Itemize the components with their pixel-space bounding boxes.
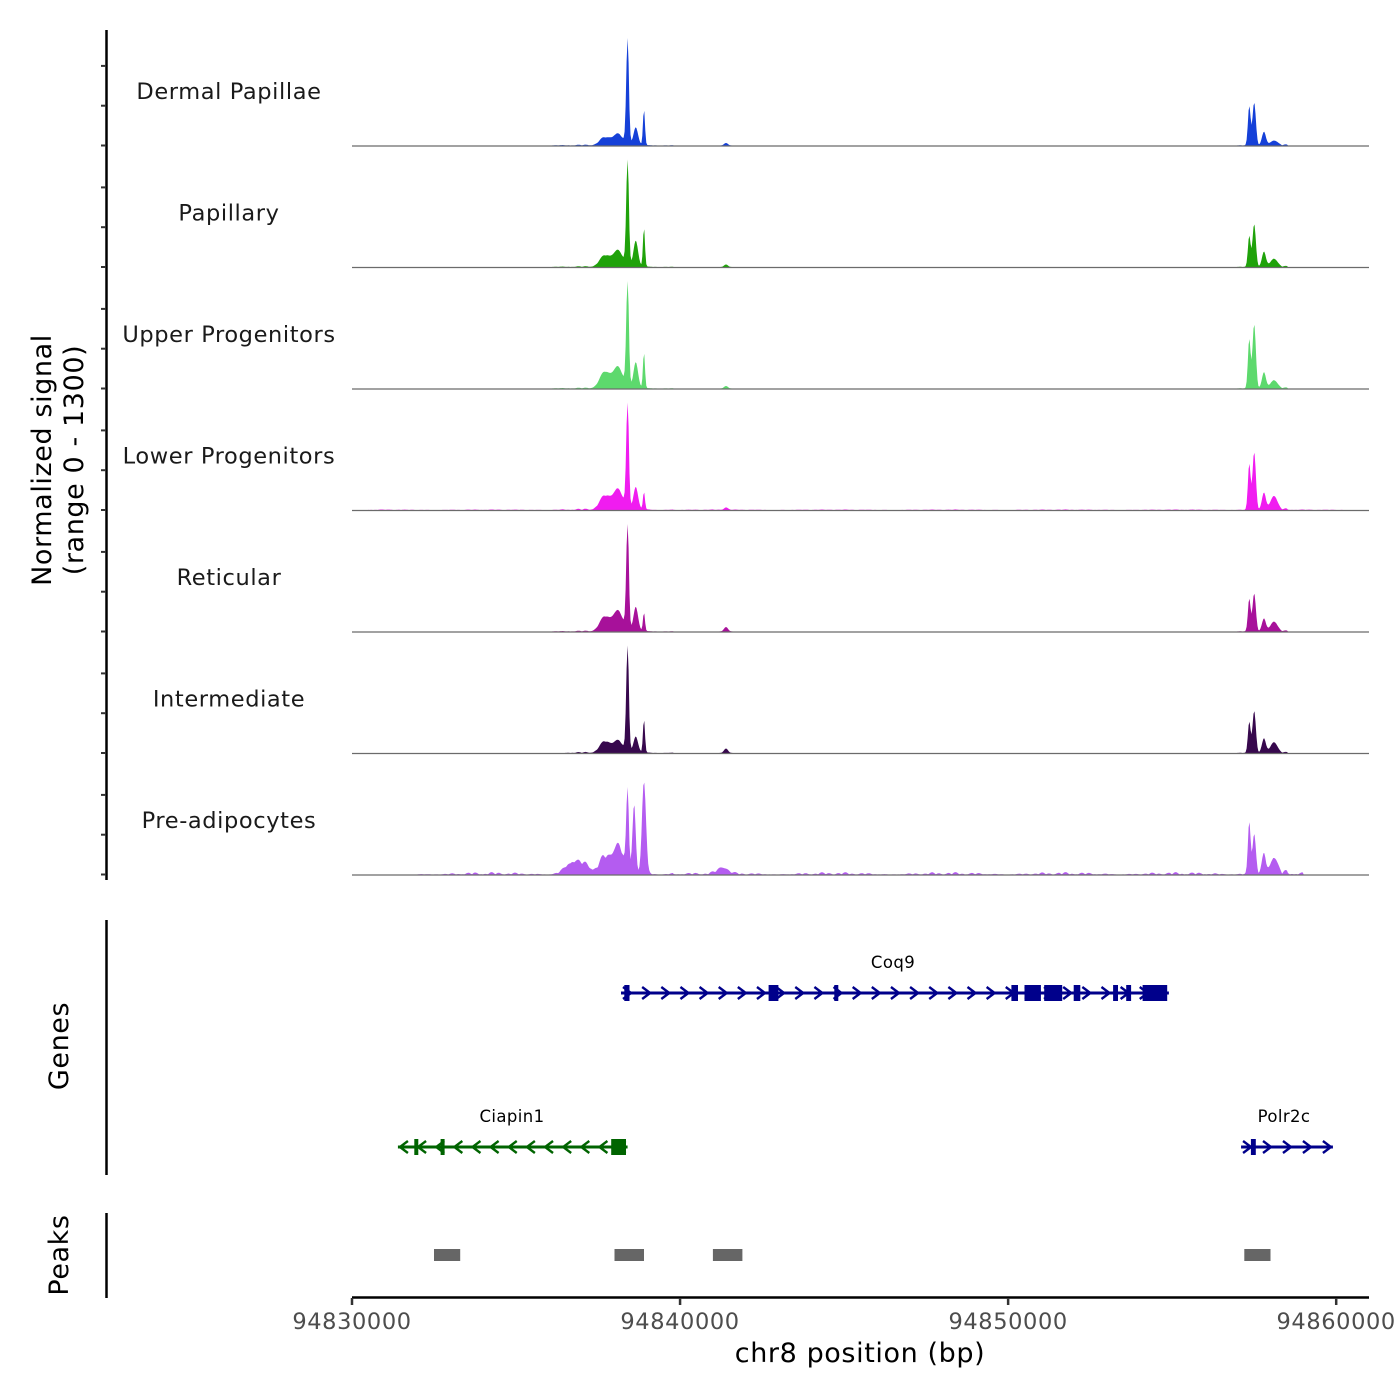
strand-arrow [698,986,710,1000]
exon [1073,985,1081,1001]
exon [834,985,839,1001]
y-axis-title-line1: Normalized signal [27,334,58,586]
coverage-track: Lower Progenitors [123,402,1369,512]
strand-arrow [641,986,653,1000]
x-tick-label: 94850000 [948,1309,1067,1335]
exon [611,1139,626,1155]
strand-arrow [966,986,978,1000]
strand-arrow [737,986,748,1000]
peaks-panel-title: Peaks [44,1214,75,1295]
coverage-area-reticular [352,524,1369,632]
coverage-tracks: Dermal Papillae Papillary Upper Progenitor… [122,38,1369,876]
coverage-area-lower-progenitors [352,402,1369,510]
strand-arrow [871,986,882,1000]
coverage-track: Intermediate [153,645,1369,755]
strand-arrow [1282,1140,1293,1154]
coverage-area-intermediate [352,645,1369,753]
coverage-area-dermal-papillae [352,38,1369,146]
gene-track: Coq9 Ciapin1 Polr2c [397,953,1333,1155]
exon [624,985,630,1001]
strand-arrow [524,1140,536,1154]
coverage-area-upper-progenitors [352,281,1369,389]
track-label: Intermediate [153,687,305,713]
exon [1011,985,1018,1001]
gene-coq9: Coq9 [621,953,1169,1001]
peak-region [712,1249,743,1261]
track-label: Reticular [177,565,282,591]
coverage-track: Upper Progenitors [122,281,1369,390]
track-label: Lower Progenitors [123,444,336,470]
peak-region [434,1249,461,1261]
y-axis-title-line2: (range 0 - 1300) [59,345,90,576]
strand-arrow [717,986,729,1000]
strand-arrow [597,1140,609,1154]
peak-region [1244,1249,1271,1261]
exon [1250,1139,1256,1155]
track-label: Dermal Papillae [136,79,321,105]
gene-label: Polr2c [1258,1107,1311,1126]
coverage-y-ticks [101,64,106,876]
strand-arrow [1081,986,1093,1000]
strand-arrow [851,986,863,1000]
strand-arrow [397,1140,409,1154]
gene-label: Ciapin1 [479,1107,544,1126]
x-axis-ticks: 94830000 94840000 94850000 94860000 [292,1298,1396,1335]
gene-label: Coq9 [871,953,915,972]
strand-arrow [909,986,921,1000]
peaks-track [434,1249,1271,1261]
strand-arrow [1322,1140,1333,1154]
coverage-area-papillary [352,159,1369,267]
coverage-area-pre-adipocytes [352,782,1369,875]
coverage-track: Pre-adipocytes [142,782,1369,876]
exon [1044,985,1063,1001]
exon [1126,985,1132,1001]
strand-arrow [890,986,901,1000]
strand-arrow [928,986,940,1000]
coverage-track: Dermal Papillae [136,38,1369,147]
exon [414,1139,419,1155]
x-tick-label: 94840000 [620,1309,739,1335]
x-tick-label: 94860000 [1277,1309,1396,1335]
gene-ciapin1: Ciapin1 [397,1107,628,1155]
strand-arrow [452,1140,464,1154]
exon [1113,985,1118,1001]
coverage-track: Papillary [178,159,1369,269]
strand-arrow [985,986,997,1000]
strand-arrow [813,986,825,1000]
strand-arrow [775,986,787,1000]
track-label: Pre-adipocytes [142,808,317,834]
exon [1142,985,1168,1001]
exon [1024,985,1041,1001]
strand-arrow [470,1140,482,1154]
strand-arrow [1302,1140,1313,1154]
track-label: Papillary [178,201,279,227]
strand-arrow [543,1140,554,1154]
exon [768,985,779,1001]
gene-polr2c: Polr2c [1241,1107,1333,1155]
strand-arrow [1262,1140,1274,1154]
peak-region [614,1249,644,1261]
genes-panel-title: Genes [44,1002,75,1090]
strand-arrow [679,986,691,1000]
strand-arrow [947,986,959,1000]
strand-arrow [488,1140,500,1154]
strand-arrow [1062,986,1074,1000]
strand-arrow [756,986,767,1000]
exon [440,1139,445,1155]
x-axis-title: chr8 position (bp) [735,1338,986,1369]
strand-arrow [561,1140,572,1154]
track-label: Upper Progenitors [122,322,335,348]
x-tick-label: 94830000 [292,1309,411,1335]
strand-arrow [660,986,672,1000]
strand-arrow [794,986,806,1000]
strand-arrow [506,1140,518,1154]
strand-arrow [1100,986,1112,1000]
coverage-track: Reticular [177,524,1369,633]
strand-arrow [579,1140,591,1154]
